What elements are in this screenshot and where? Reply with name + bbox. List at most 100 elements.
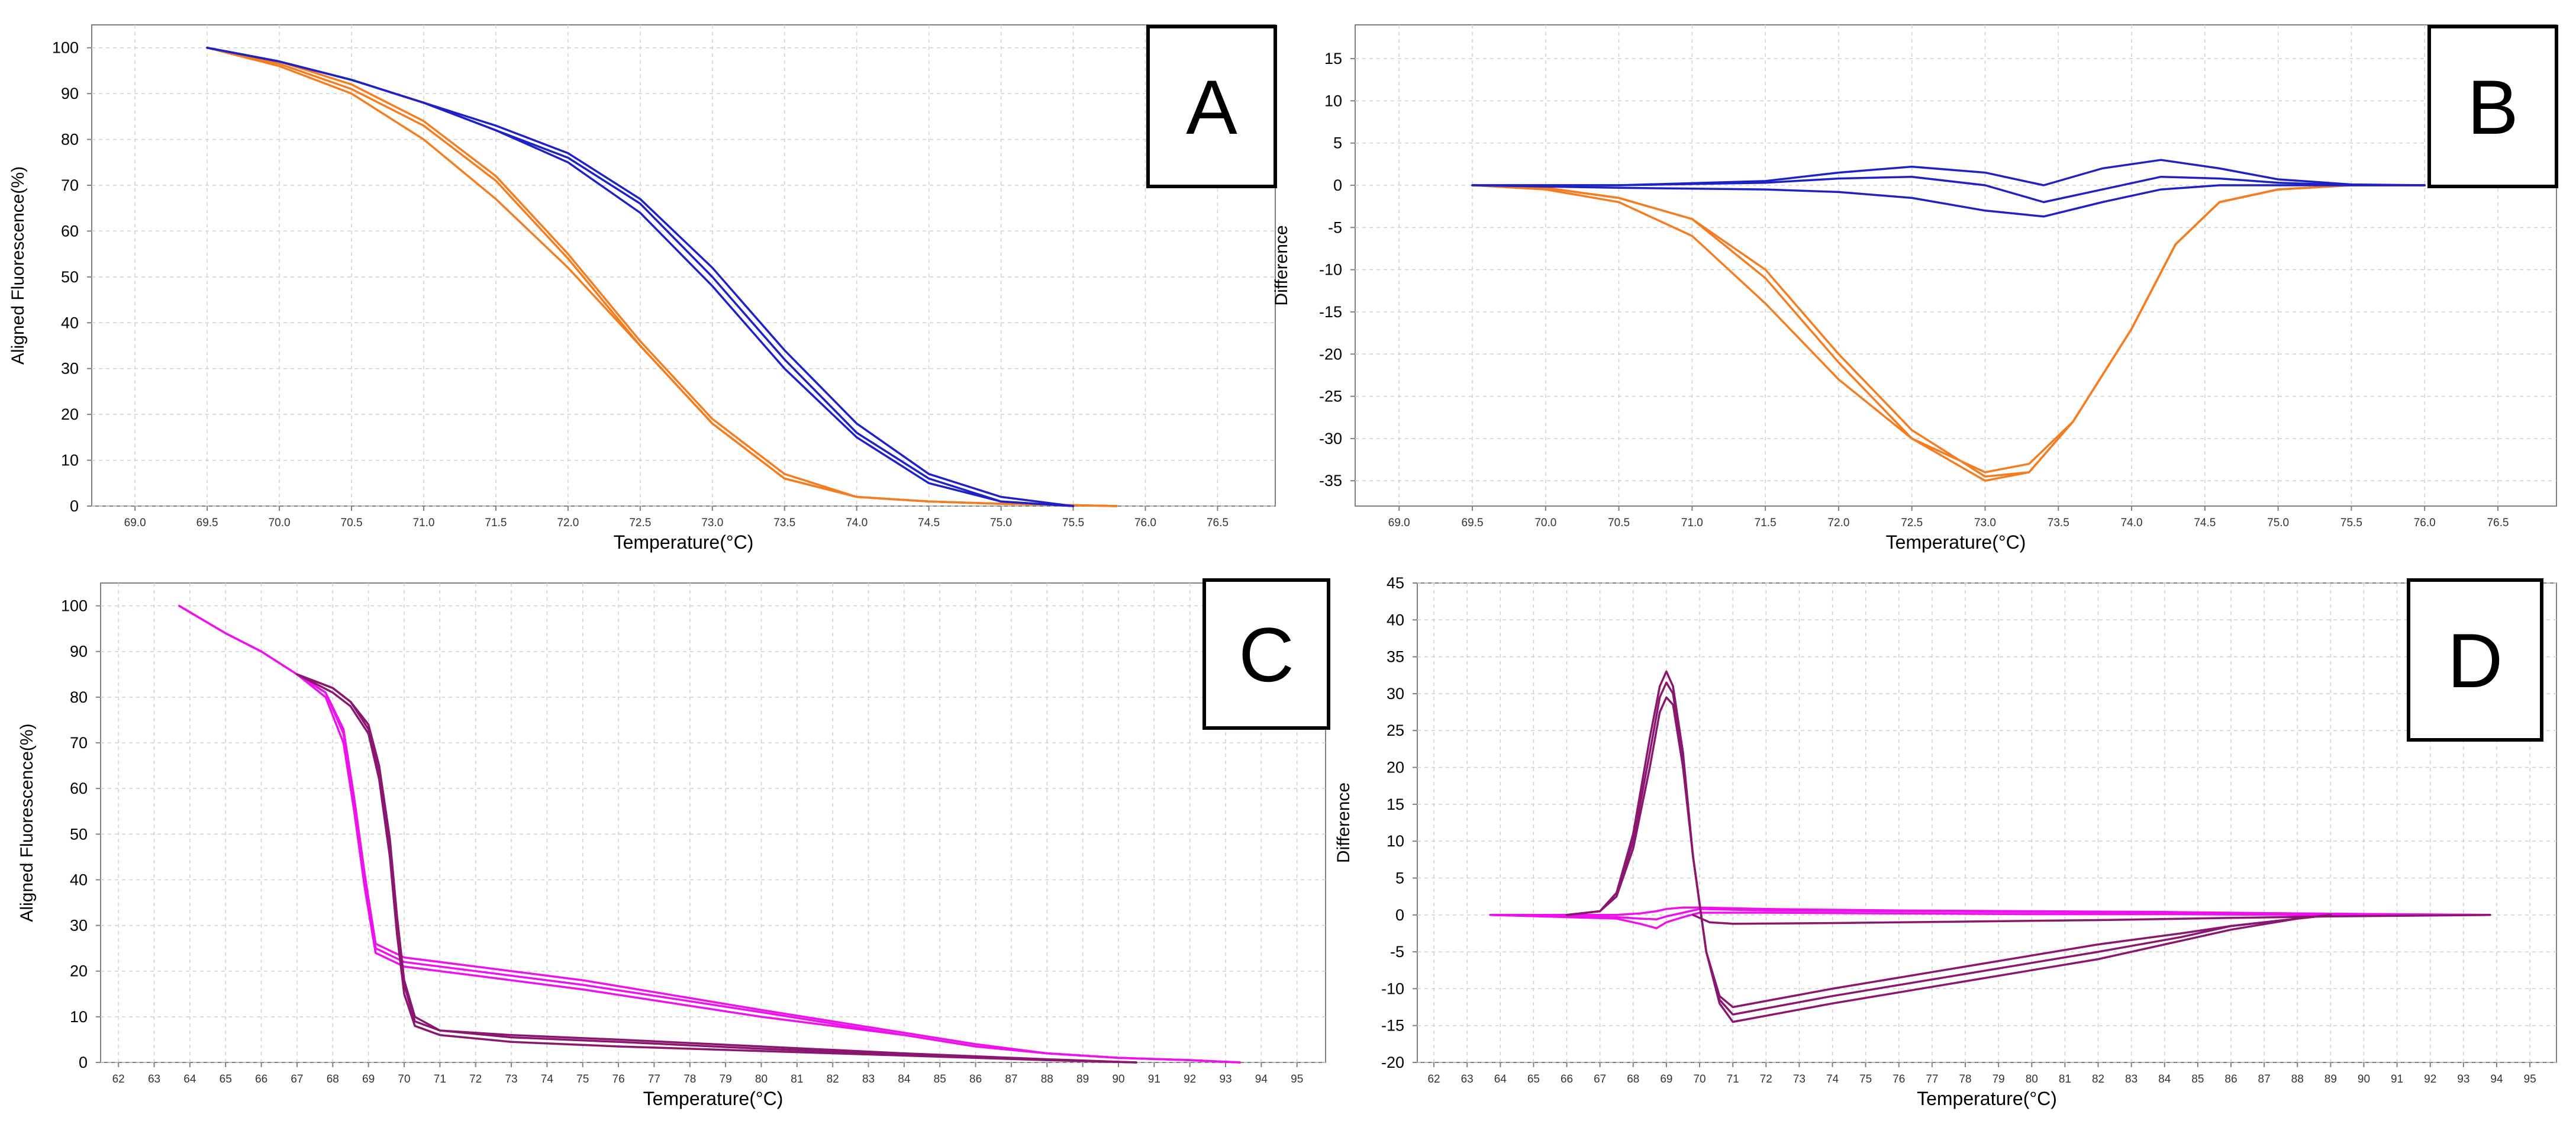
x-tick-label: 74 (1826, 1073, 1839, 1086)
x-tick-label: 88 (1041, 1073, 1053, 1086)
y-tick-label: 45 (1387, 574, 1404, 592)
chart-panel-a: 69.0 69.5 70.0 70.5 71.0 71.5 72.0 72.5 73.0 73.5… (8, 24, 1277, 553)
x-tick-label: 77 (1926, 1073, 1938, 1086)
y-tick-label: 15 (1324, 50, 1342, 67)
x-tick-label: 70 (1693, 1073, 1705, 1086)
x-tick-label: 72 (1760, 1073, 1772, 1086)
x-tick-label: 84 (898, 1073, 911, 1086)
y-tick-label: 10 (70, 1008, 88, 1026)
x-tick-label: 74 (541, 1073, 554, 1086)
x-tick-label: 91 (2391, 1073, 2403, 1086)
x-tick-label: 74.0 (846, 517, 868, 529)
x-tick-label: 73.5 (773, 517, 795, 529)
x-tick-label: 83 (862, 1073, 875, 1086)
y-tick-label: 15 (1387, 796, 1404, 813)
y-axis-label: Difference (1334, 782, 1353, 863)
y-tick-label: 50 (61, 268, 79, 286)
y-tick-label: 0 (1333, 176, 1342, 194)
x-tick-label: 84 (2158, 1073, 2171, 1086)
x-tick-label: 79 (1993, 1073, 2005, 1086)
y-tick-label: 30 (1387, 685, 1404, 703)
x-tick-label: 69 (1660, 1073, 1672, 1086)
x-tick-label: 75.5 (1062, 517, 1084, 529)
y-tick-label: 30 (70, 917, 88, 935)
x-tick-label: 69.5 (196, 517, 218, 529)
panel-letter: A (1186, 64, 1237, 150)
y-tick-label: 90 (70, 643, 88, 661)
y-axis-label: Aligned Fluorescence(%) (17, 723, 37, 922)
y-tick-label: 60 (61, 222, 79, 240)
x-tick-label: 83 (2125, 1073, 2137, 1086)
x-tick-label: 76.5 (2487, 517, 2509, 529)
panel-letter: D (2448, 617, 2503, 704)
x-tick-label: 76.0 (1134, 517, 1156, 529)
x-tick-label: 70 (398, 1073, 410, 1086)
x-tick-label: 89 (2324, 1073, 2337, 1086)
series-line-orange-3 (206, 46, 1118, 507)
y-tick-label: 0 (70, 497, 79, 515)
y-tick-label: 0 (1395, 906, 1404, 924)
y-tick-label: -10 (1319, 261, 1342, 279)
x-tick-label: 86 (969, 1073, 982, 1086)
y-tick-label: -25 (1319, 388, 1342, 405)
panel-letter-box (2407, 578, 2543, 742)
y-tick-label: 30 (61, 360, 79, 378)
x-tick-label: 73.0 (1974, 517, 1996, 529)
x-tick-label: 77 (648, 1073, 660, 1086)
x-tick-label: 71 (434, 1073, 446, 1086)
x-tick-label: 95 (1291, 1073, 1303, 1086)
panel-letter: B (2467, 64, 2519, 150)
x-tick-label: 63 (148, 1073, 160, 1086)
x-tick-label: 68 (327, 1073, 339, 1086)
x-tick-label: 70.0 (1534, 517, 1556, 529)
x-tick-label: 92 (1184, 1073, 1196, 1086)
x-tick-label: 62 (1427, 1073, 1440, 1086)
y-axis-label: Aligned Fluorescence(%) (8, 166, 28, 365)
x-tick-label: 78 (1959, 1073, 1971, 1086)
x-tick-label: 72 (469, 1073, 482, 1086)
x-axis-label: Temperature(°C) (643, 1088, 784, 1109)
y-tick-label: 90 (61, 85, 79, 102)
y-tick-label: -15 (1319, 303, 1342, 321)
x-tick-label: 81 (2059, 1073, 2071, 1086)
x-tick-label: 80 (2026, 1073, 2038, 1086)
y-tick-label: 70 (61, 176, 79, 194)
x-tick-label: 71.5 (1755, 517, 1777, 529)
plot-area (100, 582, 1326, 1063)
y-tick-label: 20 (70, 962, 88, 980)
plot-area (1417, 582, 2557, 1063)
x-tick-label: 74.0 (2121, 517, 2143, 529)
x-tick-label: 91 (1148, 1073, 1160, 1086)
x-tick-label: 71.0 (1681, 517, 1703, 529)
x-tick-label: 75.0 (2267, 517, 2289, 529)
series-line-purple-4 (1692, 914, 2491, 925)
x-axis-label: Temperature(°C) (614, 532, 754, 553)
x-tick-label: 73.5 (2048, 517, 2069, 529)
x-tick-label: 70.0 (269, 517, 291, 529)
y-tick-label: 10 (1387, 832, 1404, 850)
y-tick-label: 50 (70, 825, 88, 843)
y-tick-label: 20 (1387, 759, 1404, 777)
panel-letter-box (1202, 578, 1330, 730)
x-tick-label: 87 (1005, 1073, 1017, 1086)
x-tick-label: 92 (2424, 1073, 2436, 1086)
y-tick-label: -5 (1328, 218, 1342, 236)
x-tick-label: 90 (1112, 1073, 1124, 1086)
series-line-blue-2 (1471, 175, 2426, 204)
x-tick-label: 82 (2092, 1073, 2104, 1086)
x-tick-label: 69.0 (1388, 517, 1410, 529)
y-tick-label: 10 (61, 452, 79, 469)
x-tick-label: 94 (1255, 1073, 1268, 1086)
x-tick-label: 75.5 (2340, 517, 2362, 529)
series-line-purple-2 (296, 673, 1137, 1064)
plot-area (91, 24, 1276, 507)
y-tick-label: -35 (1319, 472, 1342, 489)
x-tick-label: 82 (827, 1073, 839, 1086)
x-tick-label: 94 (2490, 1073, 2503, 1086)
x-tick-label: 69.5 (1462, 517, 1484, 529)
y-tick-label: -30 (1319, 430, 1342, 447)
x-tick-label: 72.5 (1901, 517, 1923, 529)
x-tick-label: 75.0 (990, 517, 1012, 529)
y-tick-label: 70 (70, 734, 88, 752)
